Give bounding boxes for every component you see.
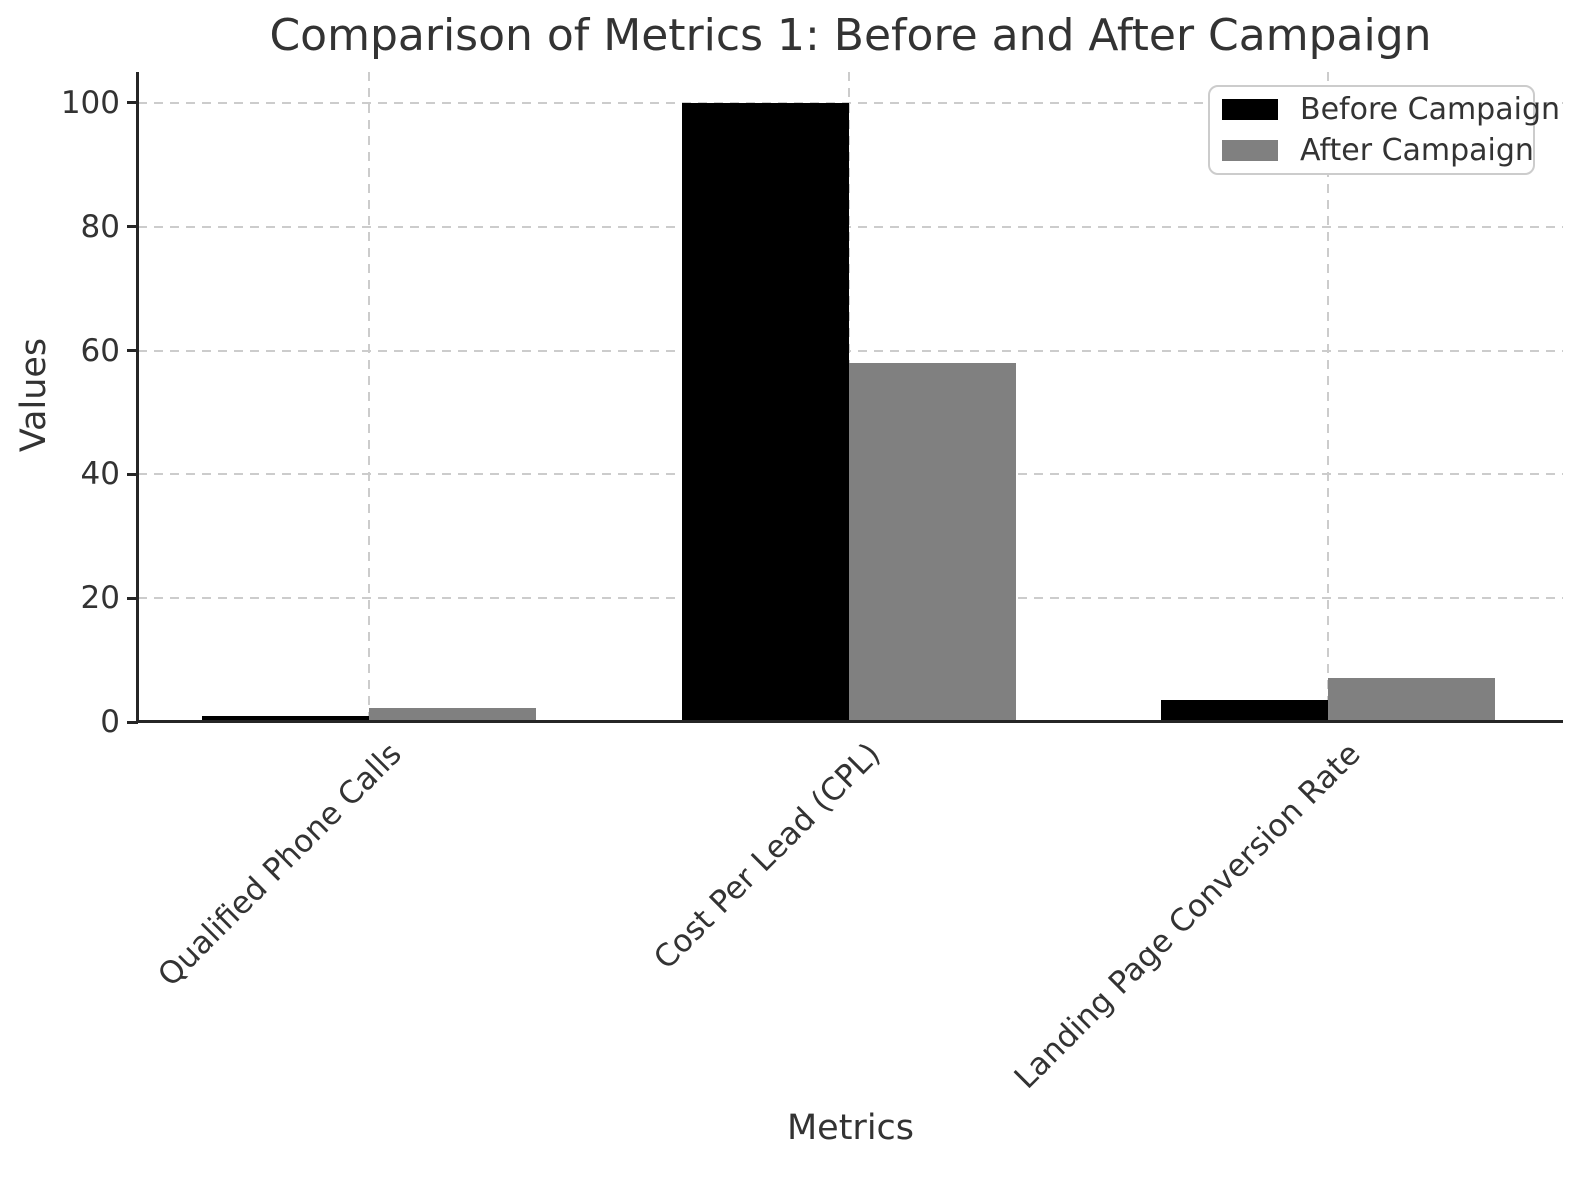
y-tick-label: 20 bbox=[80, 580, 120, 617]
h-gridline bbox=[138, 225, 1563, 228]
x-axis-label: Metrics bbox=[786, 1108, 915, 1148]
y-tick-label: 100 bbox=[60, 84, 120, 121]
y-tickmark bbox=[127, 472, 138, 476]
y-axis-spine bbox=[136, 72, 139, 723]
bar bbox=[681, 102, 849, 722]
y-tickmark bbox=[127, 596, 138, 600]
legend-label-after: After Campaign bbox=[1300, 133, 1534, 168]
bar bbox=[848, 362, 1016, 722]
legend-swatch-after bbox=[1222, 140, 1278, 161]
x-tick-label: Cost Per Lead (CPL) bbox=[647, 736, 888, 977]
bar bbox=[1161, 699, 1328, 722]
h-gridline bbox=[138, 349, 1563, 352]
h-gridline bbox=[138, 101, 1563, 104]
y-tickmark bbox=[127, 101, 138, 105]
legend-swatch-before bbox=[1222, 99, 1278, 120]
y-tick-label: 40 bbox=[80, 456, 120, 493]
y-tick-label: 0 bbox=[100, 704, 120, 740]
legend-label-before: Before Campaign bbox=[1300, 92, 1560, 127]
y-tickmark bbox=[127, 225, 138, 229]
y-tickmark bbox=[127, 720, 138, 724]
chart-title: Comparison of Metrics 1: Before and Afte… bbox=[269, 10, 1432, 61]
y-tick-label: 60 bbox=[80, 332, 120, 369]
bar bbox=[369, 708, 536, 722]
y-tick-label: 80 bbox=[80, 208, 120, 245]
bar bbox=[1328, 678, 1495, 722]
legend-item-before: Before Campaign bbox=[1222, 92, 1560, 127]
x-axis-spine bbox=[136, 720, 1563, 723]
legend-item-after: After Campaign bbox=[1222, 133, 1534, 168]
x-tick-label: Landing Page Conversion Rate bbox=[1007, 736, 1368, 1096]
x-tick-label: Qualified Phone Calls bbox=[150, 736, 409, 994]
v-gridline bbox=[368, 72, 370, 722]
v-gridline bbox=[1327, 72, 1329, 722]
bar bbox=[202, 716, 369, 722]
legend: Before Campaign After Campaign bbox=[1208, 85, 1560, 175]
y-tickmark bbox=[127, 349, 138, 353]
